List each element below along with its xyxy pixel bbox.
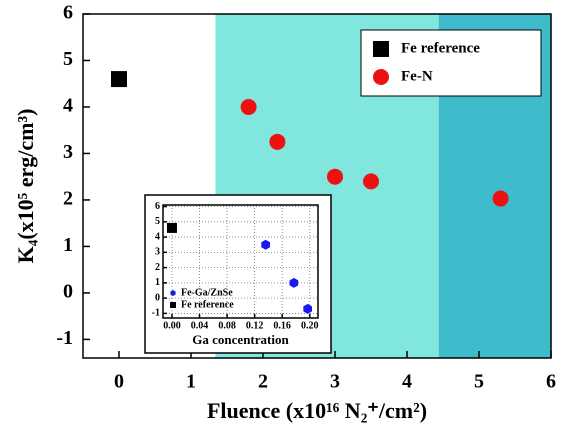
x-tick-label: 4 bbox=[402, 371, 412, 393]
marker bbox=[327, 168, 343, 185]
marker bbox=[289, 277, 299, 288]
plot-frame bbox=[82, 13, 552, 359]
x-axis-label: Fluence (x10¹⁶ N₂⁺/cm²) bbox=[207, 398, 427, 423]
legend-label: Fe-Ga/ZnSe bbox=[181, 287, 233, 298]
marker bbox=[240, 98, 257, 115]
x-tick-label: 0.20 bbox=[301, 320, 319, 331]
y-tick-label: 4 bbox=[155, 231, 160, 242]
x-tick-label: 0.08 bbox=[218, 320, 236, 331]
y-tick-label: 5 bbox=[155, 216, 160, 227]
y-tick-label: 4 bbox=[63, 95, 73, 117]
x-tick-label: 2 bbox=[258, 371, 268, 393]
marker bbox=[170, 290, 176, 296]
marker bbox=[111, 71, 127, 88]
marker bbox=[269, 133, 286, 150]
y-tick-label: 1 bbox=[63, 234, 73, 256]
x-tick-label: 6 bbox=[546, 371, 556, 393]
y-tick-label: -1 bbox=[152, 308, 160, 319]
y-tick-label: -1 bbox=[56, 327, 73, 349]
marker bbox=[373, 41, 389, 57]
x-tick-label: 3 bbox=[330, 371, 340, 393]
x-tick-label: 0.12 bbox=[246, 320, 264, 331]
y-tick-label: 0 bbox=[63, 281, 73, 303]
inset-frame bbox=[144, 194, 332, 354]
y-tick-label: 1 bbox=[155, 277, 160, 288]
legend-label: Fe reference bbox=[401, 40, 480, 56]
y-tick-label: 3 bbox=[155, 247, 160, 258]
y-tick-label: 6 bbox=[63, 2, 73, 24]
marker bbox=[261, 239, 270, 250]
x-tick-label: 1 bbox=[186, 371, 196, 393]
y-tick-label: 6 bbox=[155, 201, 160, 212]
x-tick-label: 0.04 bbox=[191, 320, 209, 331]
legend-box bbox=[360, 29, 542, 97]
y-tick-label: 5 bbox=[63, 48, 73, 70]
x-tick-label: 0 bbox=[114, 371, 124, 393]
legend-label: Fe-N bbox=[401, 68, 433, 84]
y-axis-label: K₄(x10⁵ erg/cm³) bbox=[13, 109, 38, 264]
marker bbox=[170, 302, 176, 308]
legend-label: Fe reference bbox=[181, 299, 234, 310]
marker bbox=[373, 69, 389, 85]
x-tick-label: 5 bbox=[474, 371, 484, 393]
y-tick-label: 3 bbox=[63, 141, 73, 163]
x-tick-label: 0.16 bbox=[273, 320, 291, 331]
y-tick-label: 2 bbox=[63, 188, 73, 210]
x-tick-label: 0.00 bbox=[163, 320, 181, 331]
marker bbox=[166, 222, 177, 233]
plot-frame bbox=[162, 204, 319, 319]
marker bbox=[363, 173, 379, 190]
y-tick-label: 2 bbox=[155, 262, 160, 273]
x-axis-label: Ga concentration bbox=[192, 332, 289, 347]
marker bbox=[492, 190, 509, 207]
y-tick-label: 0 bbox=[155, 292, 160, 303]
marker bbox=[303, 303, 312, 314]
